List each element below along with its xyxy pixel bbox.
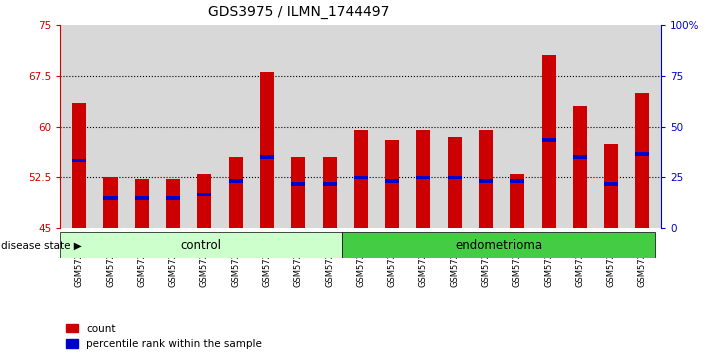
Bar xyxy=(510,174,524,228)
Bar xyxy=(354,176,368,179)
Bar xyxy=(260,72,274,228)
Bar xyxy=(479,130,493,228)
Bar xyxy=(354,130,368,228)
Bar xyxy=(636,93,649,228)
Bar xyxy=(166,179,180,228)
Bar xyxy=(417,176,430,179)
Bar xyxy=(323,182,336,186)
Bar xyxy=(604,143,618,228)
Bar xyxy=(292,157,305,228)
Bar xyxy=(448,137,461,228)
Text: endometrioma: endometrioma xyxy=(455,239,542,252)
Bar xyxy=(417,130,430,228)
Bar xyxy=(385,179,399,183)
Bar xyxy=(510,179,524,183)
Bar xyxy=(260,155,274,159)
Bar xyxy=(166,196,180,200)
Text: disease state ▶: disease state ▶ xyxy=(1,241,82,251)
Bar xyxy=(542,138,555,142)
Text: GDS3975 / ILMN_1744497: GDS3975 / ILMN_1744497 xyxy=(208,5,390,19)
Bar xyxy=(229,179,242,183)
Bar xyxy=(636,152,649,155)
Bar xyxy=(323,157,336,228)
Bar xyxy=(573,106,587,228)
Bar xyxy=(448,176,461,179)
Bar xyxy=(198,174,211,228)
Bar xyxy=(198,193,211,196)
Legend: count, percentile rank within the sample: count, percentile rank within the sample xyxy=(65,324,262,349)
Bar xyxy=(135,196,149,200)
Bar xyxy=(60,232,342,258)
Bar xyxy=(73,103,86,228)
Bar xyxy=(604,182,618,186)
Bar xyxy=(342,232,655,258)
Bar xyxy=(135,179,149,228)
Bar xyxy=(104,177,117,228)
Bar xyxy=(385,140,399,228)
Text: control: control xyxy=(181,239,222,252)
Bar xyxy=(573,155,587,159)
Bar xyxy=(292,182,305,186)
Bar xyxy=(479,179,493,183)
Bar xyxy=(73,159,86,162)
Bar xyxy=(542,55,555,228)
Bar xyxy=(104,196,117,200)
Bar xyxy=(229,157,242,228)
